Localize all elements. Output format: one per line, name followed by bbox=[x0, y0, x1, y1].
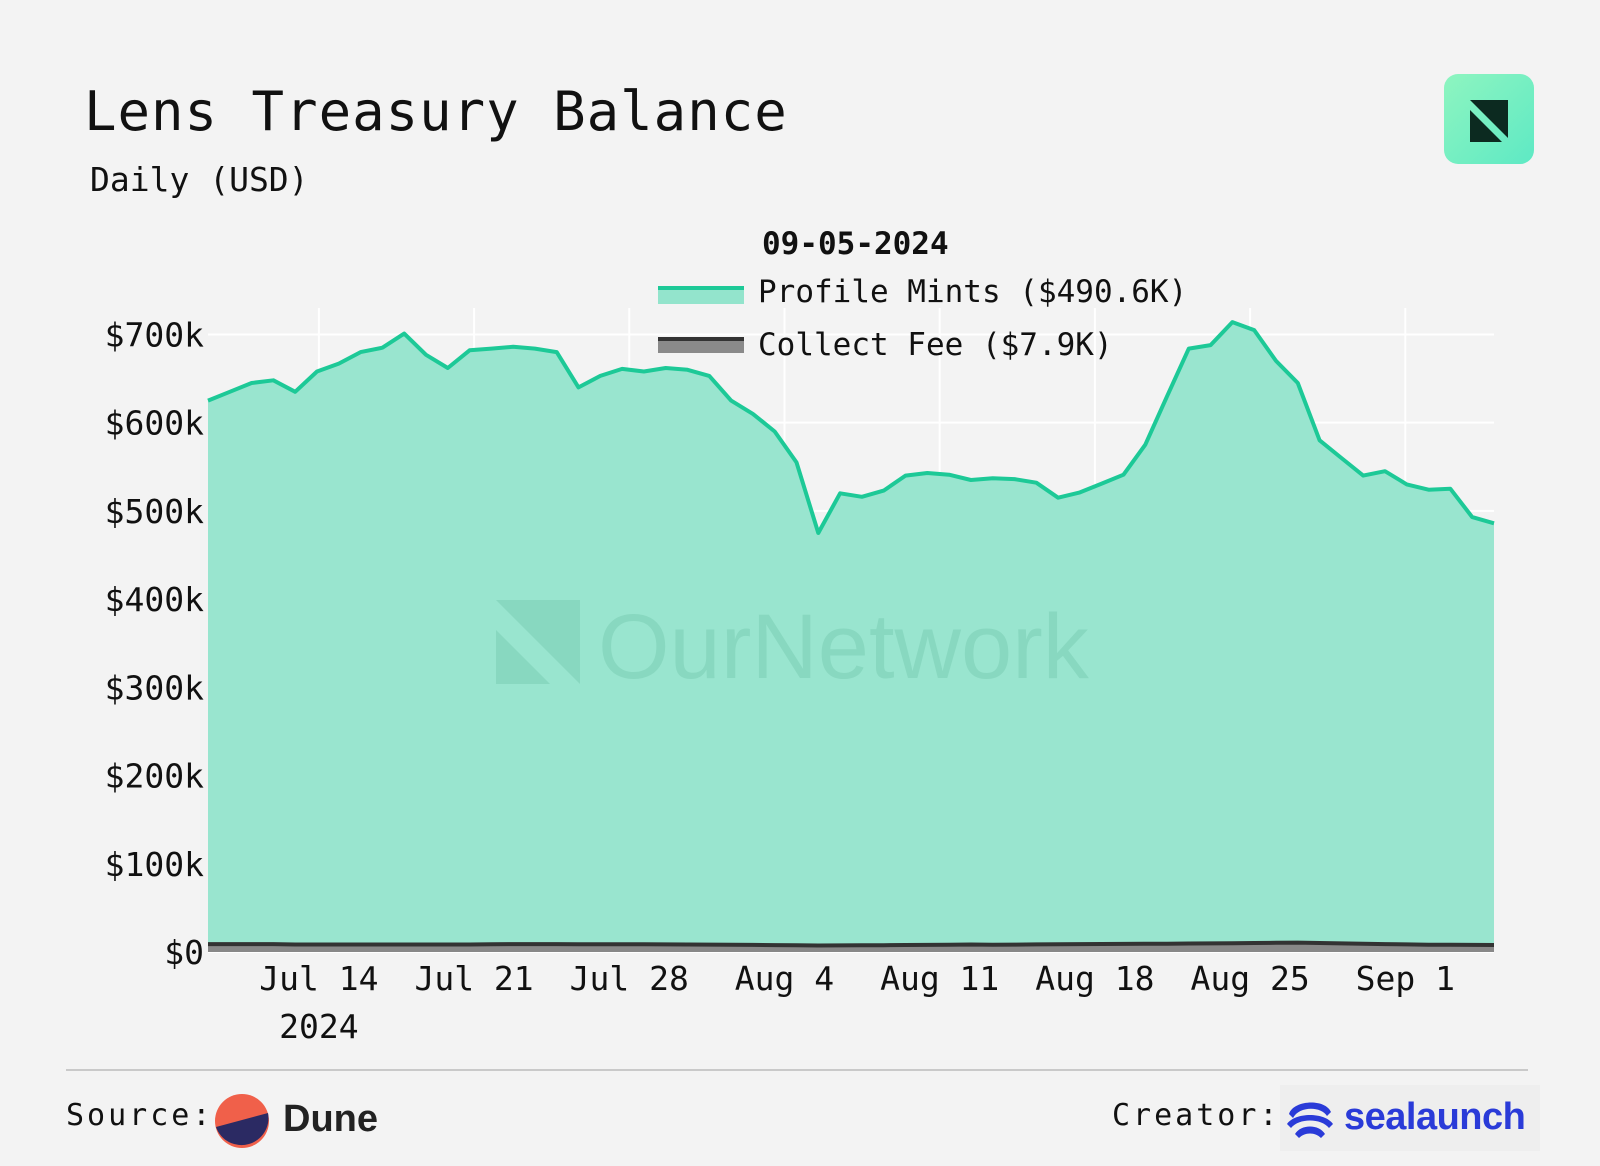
y-tick-label: $0 bbox=[164, 933, 204, 972]
profile-mints-area bbox=[208, 322, 1494, 953]
x-tick-label: Aug 4 bbox=[735, 959, 834, 998]
x-tick-label: Sep 1 bbox=[1356, 959, 1455, 998]
y-tick-label: $400k bbox=[105, 580, 204, 619]
legend-label-collect-fee: Collect Fee ($7.9K) bbox=[758, 327, 1113, 363]
x-tick-label: Jul 21 bbox=[414, 959, 533, 998]
watermark-text: OurNetwork bbox=[598, 596, 1090, 698]
footer-divider bbox=[66, 1069, 1528, 1071]
legend-swatch-collect-fee bbox=[658, 337, 744, 353]
source-label: Source: bbox=[66, 1098, 214, 1133]
collect-fee-line bbox=[208, 940, 1495, 948]
dune-logo-icon bbox=[215, 1094, 269, 1148]
legend-label-profile-mints: Profile Mints ($490.6K) bbox=[758, 274, 1188, 310]
legend-swatch-profile-mints bbox=[658, 286, 744, 304]
chart-subtitle: Daily (USD) bbox=[90, 160, 309, 199]
creator-label: Creator: bbox=[1112, 1098, 1281, 1133]
y-tick-label: $600k bbox=[105, 404, 204, 443]
x-tick-label: Jul 14 bbox=[259, 959, 378, 998]
x-tick-label: Aug 18 bbox=[1035, 959, 1154, 998]
legend-date: 09-05-2024 bbox=[762, 226, 949, 262]
y-tick-label: $700k bbox=[105, 315, 204, 354]
y-tick-label: $200k bbox=[105, 757, 204, 796]
chart-title: Lens Treasury Balance bbox=[84, 80, 788, 143]
sealaunch-logo-icon bbox=[1287, 1102, 1333, 1138]
creator-name[interactable]: sealaunch bbox=[1344, 1096, 1526, 1138]
x-tick-label: Aug 25 bbox=[1190, 959, 1309, 998]
watermark-logo-icon bbox=[496, 600, 580, 684]
x-tick-label: Aug 11 bbox=[880, 959, 999, 998]
profile-mints-line bbox=[207, 320, 1495, 535]
y-tick-label: $300k bbox=[105, 668, 204, 707]
source-name[interactable]: Dune bbox=[283, 1098, 378, 1140]
area-chart: $0 $100k $200k $300k $400k $500k $600k $700k Our… bbox=[105, 308, 1495, 1046]
x-tick-label: Jul 28 bbox=[570, 959, 689, 998]
ournetwork-logo-icon bbox=[1444, 74, 1534, 164]
x-tick-year-label: 2024 bbox=[279, 1007, 358, 1046]
y-tick-label: $100k bbox=[105, 845, 204, 884]
watermark-logo-icon bbox=[496, 630, 550, 684]
y-tick-label: $500k bbox=[105, 492, 204, 531]
